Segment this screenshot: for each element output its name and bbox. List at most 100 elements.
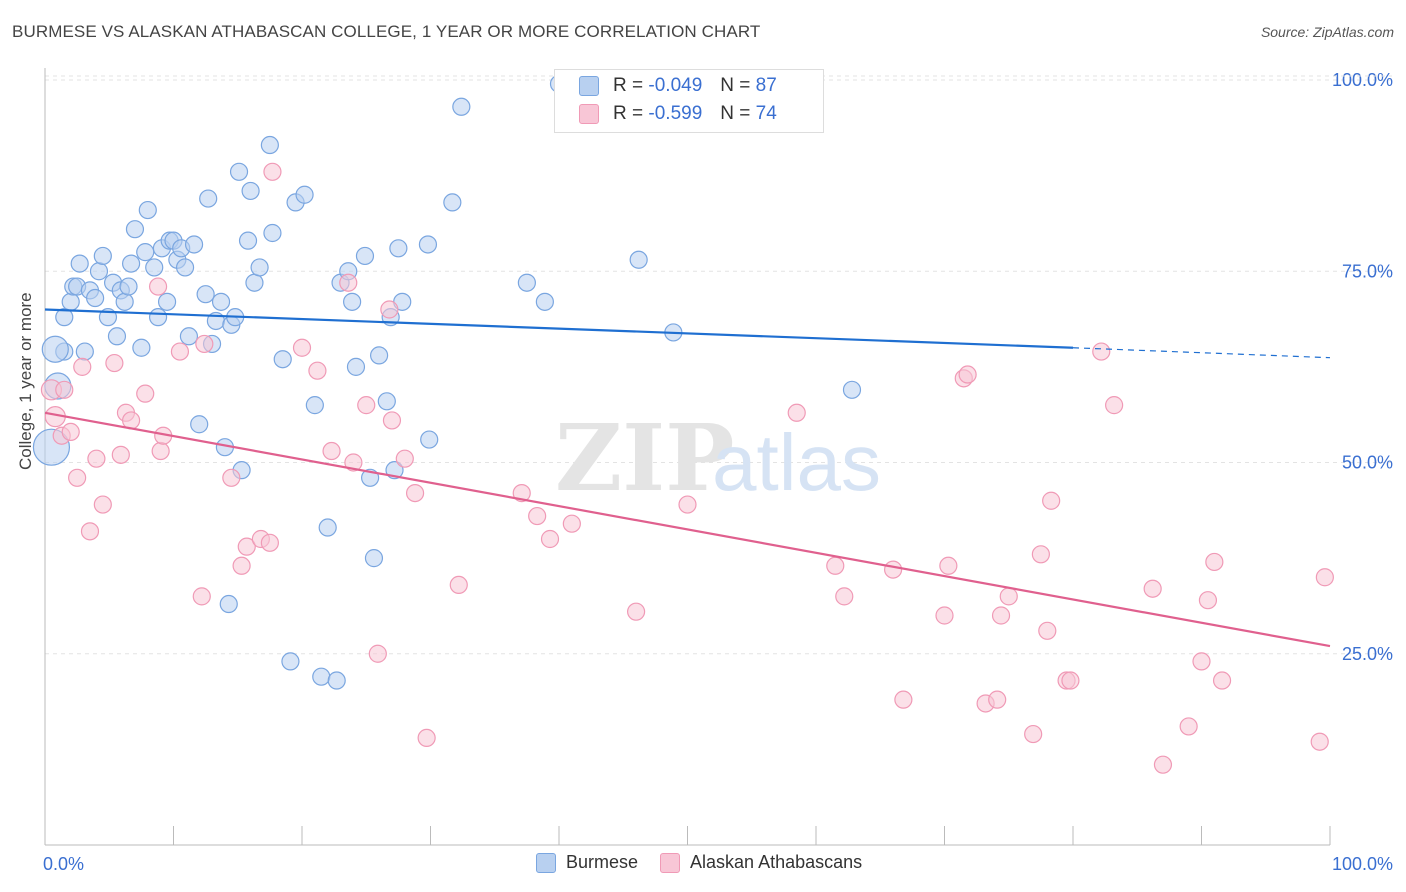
burmese-point [219, 594, 238, 614]
burmese-point [370, 346, 389, 365]
alaskan-point [1198, 591, 1218, 610]
alaskan-point [93, 495, 112, 514]
alaskan-point [308, 361, 327, 380]
alaskan-point [1315, 568, 1334, 587]
burmese-point [305, 396, 324, 415]
burmese-point [125, 220, 145, 239]
burmese-point [145, 258, 164, 277]
x-tick-label-min: 0.0% [43, 854, 84, 874]
alaskan-point [626, 602, 646, 621]
alaskan-point [1038, 621, 1057, 640]
alaskan-point [835, 587, 854, 606]
burmese-point [70, 254, 89, 273]
burmese-point [199, 189, 218, 208]
alaskan-point [292, 338, 312, 357]
alaskan-point [1179, 717, 1198, 736]
burmese-point [263, 223, 282, 243]
alaskan-point [195, 334, 214, 354]
alaskan-point [1205, 552, 1224, 572]
alaskan-point [368, 644, 387, 663]
burmese-point [327, 671, 346, 690]
alaskan-point [87, 449, 106, 468]
burmese-point [260, 135, 279, 155]
y-tick-label: 75.0% [1342, 261, 1393, 281]
x-tick-label-max: 100.0% [1332, 854, 1393, 874]
burmese-r-value: -0.049 [648, 75, 703, 96]
burmese-point [241, 181, 260, 201]
alaskan-point [80, 522, 100, 541]
y-tick-label: 25.0% [1342, 644, 1393, 664]
burmese-point [281, 652, 300, 671]
burmese-point [179, 327, 199, 346]
burmese-point [343, 292, 362, 311]
alaskan-point [322, 441, 341, 461]
alaskan-point [55, 380, 74, 399]
burmese-r-label: R = [613, 75, 644, 96]
burmese-point [175, 258, 195, 277]
stats-row-burmese: R = -0.049 N = 87 [579, 72, 777, 100]
burmese-point [355, 246, 375, 266]
alaskan-point [170, 342, 190, 361]
alaskan-point [192, 587, 211, 606]
alaskan-point [1310, 732, 1329, 751]
burmese-point [517, 273, 536, 292]
burmese-point [89, 262, 109, 281]
burmese-point [132, 338, 151, 357]
alaskan-point [1092, 342, 1111, 361]
alaskan-point [380, 300, 399, 319]
alaskan-point [344, 453, 363, 472]
burmese-point [41, 335, 69, 363]
alaskan-point [528, 506, 547, 526]
alaskan-point [339, 273, 358, 292]
burmese-point [295, 185, 314, 204]
alaskan-point [417, 728, 436, 748]
alaskan-point [395, 449, 414, 468]
alaskan-point [787, 403, 806, 422]
y-tick-label: 100.0% [1332, 70, 1393, 90]
alaskan-point [61, 422, 80, 441]
alaskan-trend-line [44, 411, 1331, 648]
alaskan-point [222, 468, 241, 487]
alaskan-point [1192, 652, 1211, 671]
alaskan-n-value: 74 [755, 103, 777, 124]
burmese-point [273, 350, 292, 369]
alaskan-point [263, 162, 282, 181]
y-tick-label: 50.0% [1342, 453, 1393, 473]
burmese-point [121, 254, 141, 273]
burmese-point [55, 308, 74, 327]
burmese-point [138, 200, 157, 220]
alaskan-point [405, 484, 425, 503]
alaskan-point [935, 606, 954, 625]
alaskan-point [357, 396, 376, 415]
bottom-legend: Burmese Alaskan Athabascans [536, 852, 884, 873]
alaskan-point [1042, 491, 1061, 510]
alaskan-point [1153, 755, 1173, 774]
burmese-point [115, 292, 134, 311]
burmese-point [86, 288, 105, 308]
burmese-swatch [579, 76, 599, 96]
legend-alaskan-swatch [660, 852, 681, 873]
burmese-point [420, 430, 439, 449]
alaskan-r-label: R = [613, 103, 644, 124]
alaskan-point [260, 533, 279, 552]
alaskan-point [562, 514, 581, 533]
alaskan-point [988, 690, 1007, 709]
stats-legend: R = -0.049 N = 87 R = -0.599 N = 74 [554, 69, 824, 133]
alaskan-point [939, 556, 958, 575]
burmese-point [190, 415, 209, 434]
burmese-point [418, 235, 438, 254]
burmese-point [535, 292, 554, 311]
alaskan-point [540, 529, 560, 549]
legend-item-burmese[interactable]: Burmese [536, 852, 638, 873]
alaskan-point [1212, 671, 1232, 690]
alaskan-point [136, 384, 155, 403]
legend-item-alaskan[interactable]: Alaskan Athabascans [660, 852, 862, 873]
burmese-point [229, 162, 249, 181]
legend-alaskan-label: Alaskan Athabascans [690, 852, 863, 872]
burmese-point [238, 231, 258, 250]
alaskan-point [105, 353, 124, 373]
burmese-point [196, 285, 215, 304]
chart-source: Source: ZipAtlas.com [1260, 24, 1394, 40]
alaskan-point [512, 484, 531, 503]
